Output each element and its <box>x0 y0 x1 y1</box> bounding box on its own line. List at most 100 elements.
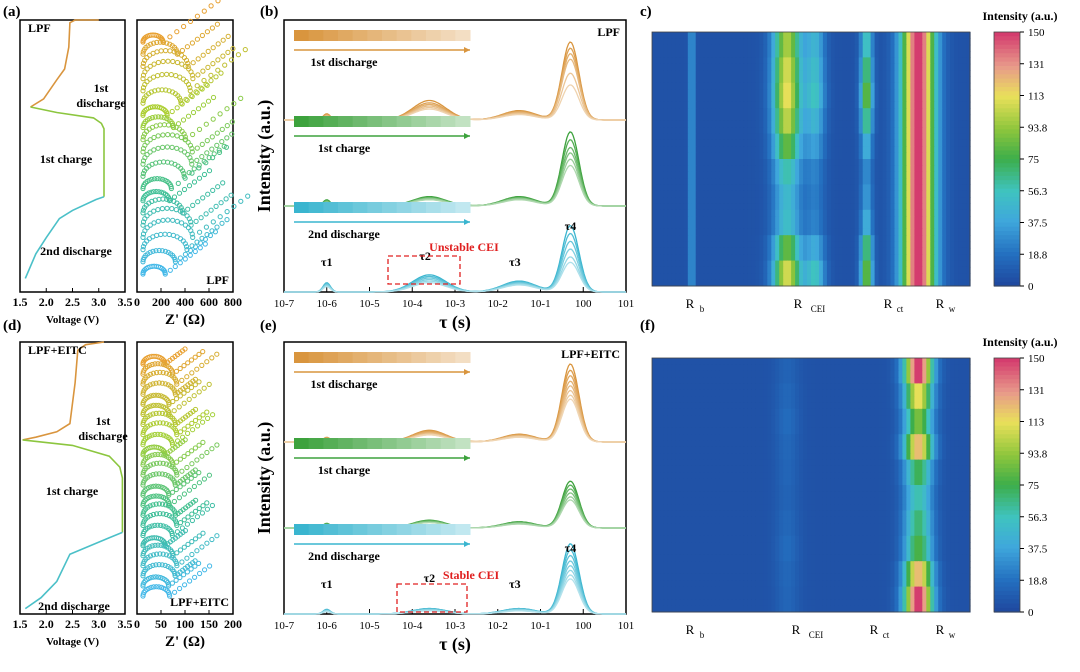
heatmap-cell <box>807 108 812 116</box>
heatmap-cell <box>819 273 824 281</box>
heatmap-cell <box>731 273 737 281</box>
heatmap-cell <box>715 82 721 90</box>
heatmap-cell <box>834 178 840 185</box>
heatmap-cell <box>942 203 947 211</box>
drt-curve <box>284 484 626 529</box>
heatmap-cell <box>811 197 816 204</box>
x-tick-label: 10-3 <box>445 620 466 632</box>
heatmap-cell <box>695 247 701 255</box>
heatmap-cell <box>890 63 896 71</box>
heatmap-cell <box>656 108 661 116</box>
heatmap-cell <box>918 152 923 160</box>
heatmap-cell <box>731 209 737 217</box>
heatmap-cell <box>819 44 824 52</box>
heatmap-cell <box>795 190 800 198</box>
heatmap-cell <box>731 146 737 154</box>
heatmap-cell <box>858 364 864 372</box>
heatmap-cell <box>739 370 745 378</box>
heatmap-cell <box>787 184 792 192</box>
heatmap-cell <box>731 228 737 236</box>
heatmap-cell <box>747 114 752 122</box>
nyquist-point <box>153 574 159 580</box>
heatmap-cell <box>771 152 776 160</box>
heatmap-cell <box>938 70 943 77</box>
heatmap-cell <box>878 70 884 77</box>
heatmap-cell <box>942 159 947 166</box>
heatmap-cell <box>775 184 780 192</box>
heatmap-cell <box>735 209 741 217</box>
heatmap-cell <box>771 370 776 378</box>
heatmap-cell <box>850 108 856 116</box>
nyquist-point <box>150 574 156 580</box>
heatmap-cell <box>799 358 804 365</box>
group-arrow-head <box>464 47 470 53</box>
heatmap-cell <box>656 38 661 46</box>
nyquist-point <box>164 71 170 77</box>
heatmap-cell <box>902 171 907 179</box>
nyquist-point <box>155 483 161 489</box>
heatmap-cell <box>687 190 693 198</box>
heatmap-cell <box>946 241 951 249</box>
heatmap-cell <box>834 254 840 262</box>
heatmap-cell <box>922 358 927 365</box>
heatmap-cell <box>958 44 963 52</box>
heatmap-cell <box>723 216 729 224</box>
heatmap-cell <box>862 108 868 116</box>
heatmap-cell <box>866 146 872 154</box>
nyquist-point <box>160 420 166 426</box>
heatmap-cell <box>934 184 939 192</box>
nyquist-point <box>180 168 186 174</box>
heatmap-cell <box>922 203 927 211</box>
nyquist-point <box>173 368 180 374</box>
heatmap-cell <box>707 114 713 122</box>
heatmap-cell <box>695 76 701 84</box>
nyquist-point <box>185 478 191 484</box>
heatmap-cell <box>822 114 828 122</box>
heatmap-cell <box>886 364 892 372</box>
colorbar-tick-label: 18.8 <box>1028 249 1048 261</box>
heatmap-cell <box>787 241 792 249</box>
heatmap-cell <box>675 273 681 281</box>
heatmap-cell <box>699 235 705 243</box>
heatmap-cell <box>850 165 856 173</box>
heatmap-cell <box>807 114 812 122</box>
nyquist-point <box>192 382 198 388</box>
heatmap-cell <box>675 70 681 77</box>
heatmap-cell <box>886 197 892 204</box>
heatmap-cell <box>695 38 701 46</box>
nyquist-point <box>184 569 190 575</box>
heatmap-cell <box>691 247 697 255</box>
heatmap-cell <box>834 228 840 236</box>
heatmap-cell <box>838 209 844 217</box>
nyquist-point <box>196 505 202 512</box>
heatmap-cell <box>878 216 884 224</box>
heatmap-cell <box>846 101 852 109</box>
heatmap-cell <box>691 63 697 71</box>
heatmap-cell <box>938 235 943 243</box>
heatmap-cell <box>771 197 776 204</box>
heatmap-cell <box>656 190 661 198</box>
heatmap-cell <box>874 165 880 173</box>
heatmap-cell <box>830 165 836 173</box>
heatmap-cell <box>775 197 780 204</box>
heatmap-cell <box>890 279 896 287</box>
heatmap-cell <box>671 139 677 147</box>
heatmap-cell <box>755 178 760 185</box>
heatmap-cell <box>902 44 907 52</box>
nyquist-point <box>181 517 187 523</box>
heatmap-cell <box>755 114 760 122</box>
heatmap-cell <box>946 364 951 372</box>
heatmap-cell <box>894 146 900 154</box>
heatmap-cell <box>846 370 852 378</box>
heatmap-cell <box>938 63 943 71</box>
heatmap-cell <box>763 209 768 217</box>
heatmap-cell <box>886 241 892 249</box>
heatmap-cell <box>811 247 816 255</box>
heatmap-cell <box>922 159 927 166</box>
heatmap-cell <box>878 364 884 372</box>
nyquist-point <box>147 553 154 559</box>
nyquist-point <box>152 114 158 120</box>
heatmap-cell <box>918 370 923 378</box>
heatmap-cell <box>958 241 963 249</box>
heatmap-cell <box>826 127 832 135</box>
